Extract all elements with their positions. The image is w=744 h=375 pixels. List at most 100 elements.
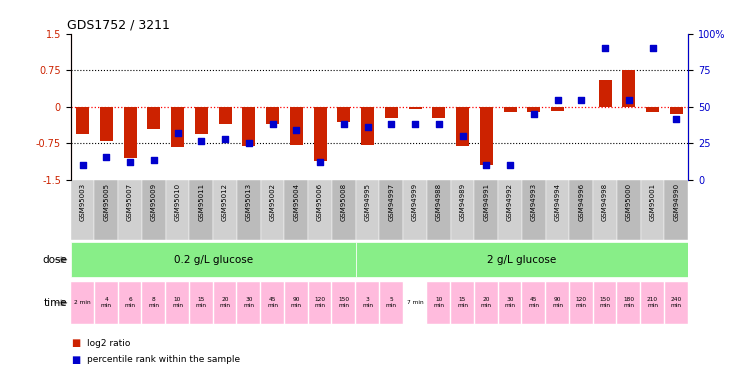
Bar xyxy=(71,282,94,324)
Bar xyxy=(670,107,683,114)
Bar xyxy=(94,180,118,240)
Text: percentile rank within the sample: percentile rank within the sample xyxy=(87,356,240,364)
Bar xyxy=(403,180,427,240)
Point xyxy=(219,136,231,142)
Bar xyxy=(451,282,474,324)
Bar xyxy=(379,180,403,240)
Text: 20
min: 20 min xyxy=(481,297,492,308)
Text: GSM94996: GSM94996 xyxy=(578,183,584,221)
Text: GSM95008: GSM95008 xyxy=(341,183,347,221)
Bar xyxy=(504,107,516,112)
Bar xyxy=(356,180,379,240)
Bar xyxy=(237,180,260,240)
Text: GSM95003: GSM95003 xyxy=(80,183,86,221)
Bar xyxy=(598,80,612,107)
Bar xyxy=(356,242,688,278)
Point xyxy=(623,97,635,103)
Text: 10
min: 10 min xyxy=(172,297,183,308)
Text: GSM94989: GSM94989 xyxy=(460,183,466,221)
Bar xyxy=(641,282,664,324)
Text: 6
min: 6 min xyxy=(124,297,135,308)
Bar xyxy=(480,107,493,165)
Bar xyxy=(522,282,545,324)
Point xyxy=(599,45,611,51)
Text: GSM95007: GSM95007 xyxy=(127,183,133,221)
Text: ■: ■ xyxy=(71,355,80,365)
Bar xyxy=(622,70,635,107)
Bar xyxy=(100,107,113,141)
Text: 30
min: 30 min xyxy=(243,297,254,308)
Text: GSM94993: GSM94993 xyxy=(530,183,537,221)
Text: GSM94995: GSM94995 xyxy=(365,183,371,221)
Text: 3
min: 3 min xyxy=(362,297,373,308)
Text: 120
min: 120 min xyxy=(315,297,326,308)
Text: 90
min: 90 min xyxy=(552,297,563,308)
Bar xyxy=(260,180,284,240)
Bar xyxy=(594,282,617,324)
Bar xyxy=(332,180,356,240)
Bar xyxy=(166,282,189,324)
Bar xyxy=(427,282,450,324)
Text: GSM95001: GSM95001 xyxy=(650,183,655,221)
Bar xyxy=(333,282,355,324)
Point xyxy=(100,154,112,160)
Point xyxy=(551,97,563,103)
Bar xyxy=(546,282,569,324)
Bar xyxy=(569,180,593,240)
Point xyxy=(481,162,493,168)
Text: 2 g/L glucose: 2 g/L glucose xyxy=(487,255,557,265)
Bar xyxy=(166,180,190,240)
Point xyxy=(77,162,89,168)
Text: 8
min: 8 min xyxy=(148,297,159,308)
Bar xyxy=(313,107,327,160)
Bar xyxy=(95,282,118,324)
Bar xyxy=(284,180,308,240)
Point xyxy=(148,156,160,162)
Bar xyxy=(142,180,166,240)
Bar xyxy=(475,282,498,324)
Point xyxy=(172,130,184,136)
Point xyxy=(433,122,445,128)
Bar xyxy=(214,282,237,324)
Point xyxy=(124,159,136,165)
Text: GSM94992: GSM94992 xyxy=(507,183,513,221)
Bar xyxy=(76,107,89,134)
Text: GSM95004: GSM95004 xyxy=(293,183,299,221)
Bar xyxy=(427,180,451,240)
Bar xyxy=(664,180,688,240)
Text: GSM95010: GSM95010 xyxy=(175,183,181,221)
Bar xyxy=(243,107,255,146)
Bar xyxy=(527,107,540,112)
Point xyxy=(409,122,421,128)
Text: time: time xyxy=(43,298,67,308)
Bar xyxy=(385,107,398,118)
Bar xyxy=(261,282,284,324)
Bar xyxy=(171,107,184,147)
Text: GDS1752 / 3211: GDS1752 / 3211 xyxy=(67,19,170,32)
Bar xyxy=(641,180,664,240)
Bar xyxy=(522,180,545,240)
Text: 10
min: 10 min xyxy=(433,297,444,308)
Text: GSM94999: GSM94999 xyxy=(412,183,418,221)
Bar xyxy=(190,282,213,324)
Bar xyxy=(356,282,379,324)
Text: 15
min: 15 min xyxy=(457,297,468,308)
Point xyxy=(243,141,254,147)
Point xyxy=(647,45,658,51)
Bar xyxy=(237,282,260,324)
Text: GSM95005: GSM95005 xyxy=(103,183,109,221)
Bar xyxy=(408,107,422,109)
Bar xyxy=(456,107,469,146)
Bar xyxy=(545,180,569,240)
Bar xyxy=(404,282,426,324)
Text: 240
min: 240 min xyxy=(670,297,682,308)
Point xyxy=(314,159,326,165)
Text: 210
min: 210 min xyxy=(647,297,658,308)
Text: 45
min: 45 min xyxy=(267,297,278,308)
Bar xyxy=(451,180,475,240)
Point xyxy=(385,122,397,128)
Text: dose: dose xyxy=(42,255,67,265)
Bar xyxy=(219,107,231,124)
Text: GSM95012: GSM95012 xyxy=(222,183,228,221)
Bar xyxy=(285,282,308,324)
